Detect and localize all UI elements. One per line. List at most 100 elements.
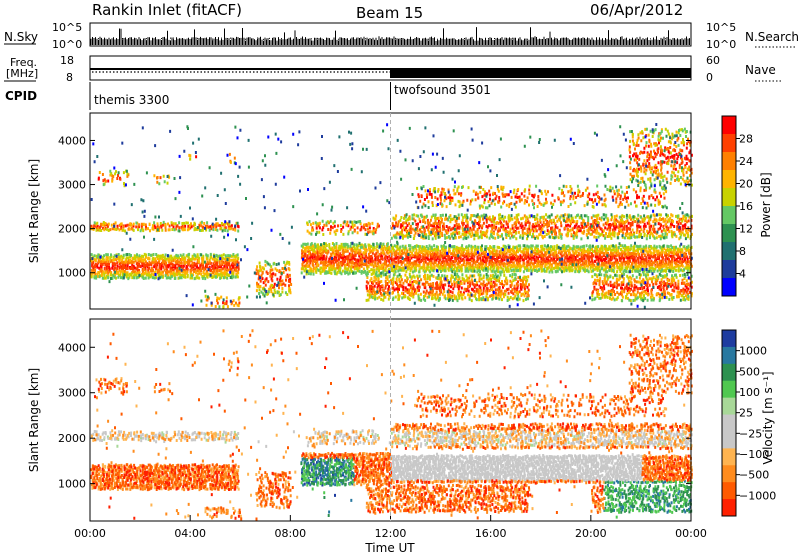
velocity-cbar-label-2: 100 (739, 386, 760, 399)
velocity-swatch-5 (722, 414, 736, 432)
freq-tick-top: 18 (60, 54, 74, 67)
vel-marks-cells-9 (90, 329, 693, 521)
xtick-label-3: 12:00 (375, 527, 407, 540)
time-x-label: Time UT (364, 541, 415, 554)
power-marks-cells-4 (90, 127, 693, 309)
vel-marks-cells-3 (300, 456, 693, 519)
velocity-ytick-label-1: 2000 (58, 432, 86, 445)
power-panel: 1000 2000 3000 4000 Slant Range [km] 28 24 20… (27, 112, 773, 310)
nave-tick-bottom: 0 (706, 71, 713, 84)
velocity-scatter (90, 329, 693, 521)
xtick-label-4: 16:00 (475, 527, 507, 540)
freq-tick-bottom: 8 (66, 71, 73, 84)
noise-frame (89, 22, 692, 47)
velocity-cbar-label-6: −500 (739, 469, 769, 482)
cpid-segment-1: themis 3300 (94, 93, 169, 107)
noise-right-tick-bottom: 10^0 (706, 38, 736, 51)
power-ytick-label-3: 4000 (58, 134, 86, 147)
freq-label-2: [MHz] (6, 67, 38, 80)
power-y-label: Slant Range [km] (27, 159, 41, 263)
noise-trace (90, 27, 690, 45)
power-swatch-8 (722, 260, 736, 279)
nave-block (390, 69, 691, 78)
nave-tick-top: 60 (706, 54, 720, 67)
search-noise-dots (92, 37, 690, 42)
velocity-cbar-label-7: −1000 (739, 489, 776, 502)
velocity-cbar-label-3: 25 (739, 407, 753, 420)
power-colorbar-label: Power [dB] (759, 172, 773, 237)
noise-left-tick-top: 10^5 (52, 21, 82, 34)
noise-left-tick-bottom: 10^0 (52, 38, 82, 51)
power-cbar-label-2: 20 (739, 178, 753, 191)
noise-left-label: N.Sky (4, 30, 38, 44)
power-swatch-5 (722, 206, 736, 225)
power-scatter (90, 123, 693, 309)
time-x-axis: 00:00 04:00 08:00 12:00 16:00 20:00 00:00 (74, 515, 707, 540)
beam-title: Beam 15 (356, 4, 423, 22)
power-swatch-4 (722, 188, 736, 207)
xtick-label-0: 00:00 (74, 527, 106, 540)
frequency-trace (90, 68, 691, 78)
velocity-cbar-frame (721, 329, 737, 517)
freq-label-1: Freq. (10, 56, 37, 69)
cpid-segment-2: twofsound 3501 (394, 83, 491, 97)
velocity-cbar-label-0: 1000 (739, 345, 767, 358)
xtick-label-1: 04:00 (174, 527, 206, 540)
date-title: 06/Apr/2012 (590, 1, 683, 19)
velocity-cbar-label-1: 500 (739, 365, 760, 378)
velocity-cbar-label-4: −25 (739, 427, 762, 440)
frequency-panel: Freq. [MHz] 18 8 60 0 Nave (4, 54, 781, 84)
station-title: Rankin Inlet (fitACF) (92, 1, 242, 19)
power-colorbar: 28 24 20 16 12 8 4 (721, 115, 753, 297)
vel-marks-cells-2 (300, 456, 693, 517)
xtick-label-5: 20:00 (575, 527, 607, 540)
power-marks-cells-1 (90, 132, 693, 306)
velocity-swatch-3 (722, 380, 736, 399)
power-cbar-label-1: 24 (739, 155, 753, 168)
velocity-swatch-0 (722, 330, 736, 348)
velocity-swatch-6 (722, 431, 736, 449)
noise-right-tick-top: 10^5 (706, 21, 736, 34)
power-swatch-1 (722, 134, 736, 153)
power-swatch-3 (722, 170, 736, 189)
noise-right-label: N.Search (745, 30, 799, 44)
velocity-swatch-10 (722, 499, 736, 517)
velocity-swatch-1 (722, 346, 736, 365)
velocity-swatch-2 (722, 363, 736, 382)
power-cbar-label-6: 4 (739, 268, 746, 281)
noise-bars (90, 27, 690, 45)
vel-marks-cells-6 (92, 429, 693, 483)
velocity-colorbar-label: Velocity [m s⁻¹] (761, 371, 775, 464)
noise-panel: N.Sky 10^5 10^0 10^5 10^0 N.Search (4, 21, 799, 51)
power-y-axis: 1000 2000 3000 4000 (58, 134, 691, 280)
power-swatch-2 (722, 152, 736, 171)
power-ytick-label-2: 3000 (58, 179, 86, 192)
cpid-panel: CPID themis 3300 twofsound 3501 (5, 82, 491, 110)
cpid-label: CPID (5, 89, 37, 103)
velocity-y-axis: 1000 2000 3000 4000 (58, 341, 691, 491)
power-ytick-label-1: 2000 (58, 223, 86, 236)
velocity-panel: 1000 2000 3000 4000 Slant Range [km] 1000 50… (27, 318, 776, 554)
power-ytick-label-0: 1000 (58, 267, 86, 280)
power-cbar-label-4: 12 (739, 223, 753, 236)
power-swatch-6 (722, 224, 736, 243)
power-cbar-label-0: 28 (739, 133, 753, 146)
power-swatch-7 (722, 242, 736, 261)
velocity-swatch-7 (722, 448, 736, 466)
velocity-cbar-label-5: −100 (739, 448, 769, 461)
velocity-swatch-8 (722, 465, 736, 483)
velocity-colorbar: 1000 500 100 25 −25 −100 −500 −1000 (721, 329, 776, 517)
velocity-swatch-4 (722, 397, 736, 416)
velocity-swatch-9 (722, 482, 736, 500)
xtick-label-2: 08:00 (274, 527, 306, 540)
velocity-ytick-label-0: 1000 (58, 478, 86, 491)
nave-label: Nave (745, 63, 776, 77)
velocity-y-label: Slant Range [km] (27, 368, 41, 472)
power-swatch-9 (722, 278, 736, 297)
power-swatch-0 (722, 116, 736, 135)
power-cbar-label-5: 8 (739, 245, 746, 258)
power-cbar-label-3: 16 (739, 200, 753, 213)
velocity-ytick-label-2: 3000 (58, 387, 86, 400)
xtick-label-6: 00:00 (675, 527, 707, 540)
